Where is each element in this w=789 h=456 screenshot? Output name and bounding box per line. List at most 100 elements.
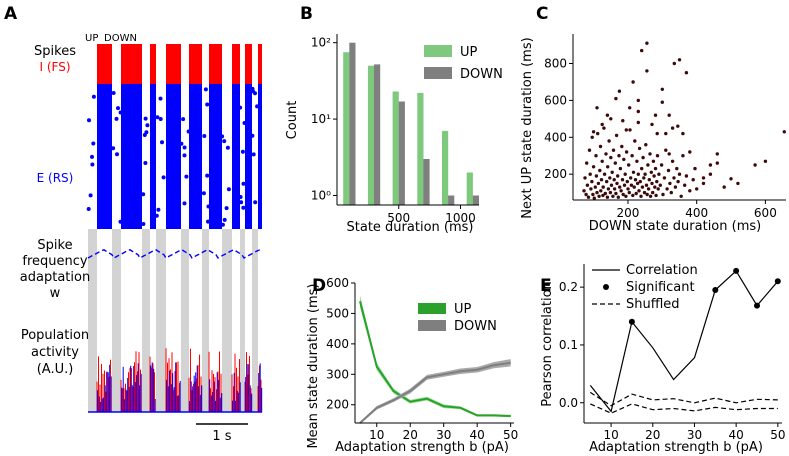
x-tick-label: 50: [503, 428, 518, 442]
panel-label-e: E: [540, 276, 552, 296]
rs-spike-dot: [205, 102, 210, 107]
scatter-point: [715, 161, 719, 165]
rs-spike-dot: [143, 161, 148, 165]
x-tick-label: 40: [470, 428, 485, 442]
scatter-point: [597, 194, 601, 198]
y-axis-label: Mean state duration (ms): [306, 283, 321, 448]
scatter-point: [608, 190, 613, 195]
fs-label: I (FS): [39, 60, 70, 74]
significant-point: [733, 267, 740, 274]
scatter-point: [625, 179, 629, 184]
panel-label-c: C: [536, 4, 548, 24]
scatter-point: [670, 126, 675, 130]
rs-spike-dot: [206, 219, 210, 224]
rs-spike-dot: [222, 139, 227, 144]
scatter-point: [588, 172, 592, 176]
rs-spike-dot: [241, 181, 246, 186]
down-state-band: [112, 229, 121, 412]
bar-up: [442, 130, 449, 205]
rs-spike-dot: [202, 134, 207, 138]
scatter-point: [635, 159, 639, 163]
scatter-point: [599, 189, 603, 193]
scatter-point: [701, 181, 706, 186]
scatter-point: [673, 185, 678, 189]
scatter-point: [631, 80, 635, 84]
y-tick-label: 300: [326, 367, 349, 381]
scatter-point: [650, 122, 654, 127]
rs-spike-dot: [182, 153, 187, 158]
rs-spike-dot: [91, 141, 96, 146]
rs-spike-dot: [116, 106, 120, 111]
scatter-point: [609, 117, 613, 121]
scatter-point: [669, 190, 673, 195]
scatter-point: [655, 154, 660, 158]
legend-label-shuffled: Shuffled: [626, 297, 680, 312]
scatter-point: [650, 181, 654, 186]
scatter-point: [630, 154, 634, 158]
scatter-point: [594, 154, 598, 158]
legend-label-down: DOWN: [454, 319, 497, 334]
scatter-point: [582, 189, 586, 193]
y-tick-label: 400: [326, 337, 349, 351]
rs-spike-dot: [241, 205, 246, 210]
rs-spike-dot: [182, 145, 187, 150]
scatter-point: [633, 139, 637, 143]
panel-a-raster: Spikes I (FS) E (RS) Spike frequency ada…: [20, 33, 263, 444]
rs-spike-dot: [90, 162, 95, 167]
scatter-point: [622, 157, 626, 162]
scatter-point: [635, 181, 640, 186]
scatter-point: [677, 172, 682, 176]
fs-spike-block: [97, 44, 112, 84]
rs-spike-block: [209, 84, 222, 229]
scatter-point: [605, 113, 610, 117]
scatter-point: [753, 163, 757, 167]
rs-spike-dot: [141, 192, 146, 197]
bar-up: [466, 172, 473, 205]
scatter-point: [667, 113, 671, 117]
scatter-point: [598, 144, 603, 149]
scatter-point: [596, 131, 600, 136]
scatter-point: [646, 163, 650, 167]
scatter-point: [627, 190, 631, 195]
scatter-point: [591, 192, 595, 197]
bar-up: [392, 91, 399, 205]
bar-up: [417, 92, 424, 205]
scatter-point: [624, 194, 628, 198]
rs-spike-block: [150, 84, 156, 229]
legend-label-significant: Significant: [626, 280, 695, 295]
down-state-band: [88, 229, 97, 412]
panel-d-line-chart: 10 20 30 40 50 200 300 400 500 600 Adaptation stre…: [306, 276, 518, 455]
bar-up: [343, 52, 350, 206]
scatter-point: [640, 185, 645, 189]
scatter-point: [621, 192, 625, 197]
scatter-point: [654, 193, 658, 198]
scatter-point: [593, 185, 597, 189]
y-tick-label: 600: [326, 276, 349, 290]
adaptation-label-4: w: [50, 286, 61, 301]
scatter-point: [662, 176, 667, 180]
scatter-point: [594, 174, 599, 178]
scatter-point: [611, 194, 615, 198]
panel-b-histogram: 500 1000 10⁰ 10¹ 10² State duration (ms) Count…: [285, 34, 503, 235]
scatter-point: [653, 166, 658, 171]
scatter-point: [632, 185, 636, 189]
legend-label-down: DOWN: [460, 67, 503, 82]
x-axis-label: State duration (ms): [347, 220, 474, 235]
y-tick-label: 600: [544, 93, 567, 107]
scatter-point: [587, 148, 592, 152]
scatter-point: [607, 139, 611, 143]
legend-swatch-significant: [603, 284, 609, 290]
bar-down: [398, 101, 405, 205]
y-tick-label: 500: [326, 306, 349, 320]
scatter-point: [641, 155, 645, 160]
scatter-point: [624, 128, 628, 132]
scatter-point: [620, 144, 624, 149]
legend-label-up: UP: [460, 45, 478, 60]
scatter-point: [599, 178, 604, 182]
rs-spike-dot: [224, 206, 229, 211]
scatter-point: [590, 179, 594, 184]
scatter-point: [676, 179, 680, 184]
scatter-point: [660, 100, 664, 104]
scatter-point: [629, 176, 633, 180]
population-label-2: activity: [31, 345, 79, 360]
